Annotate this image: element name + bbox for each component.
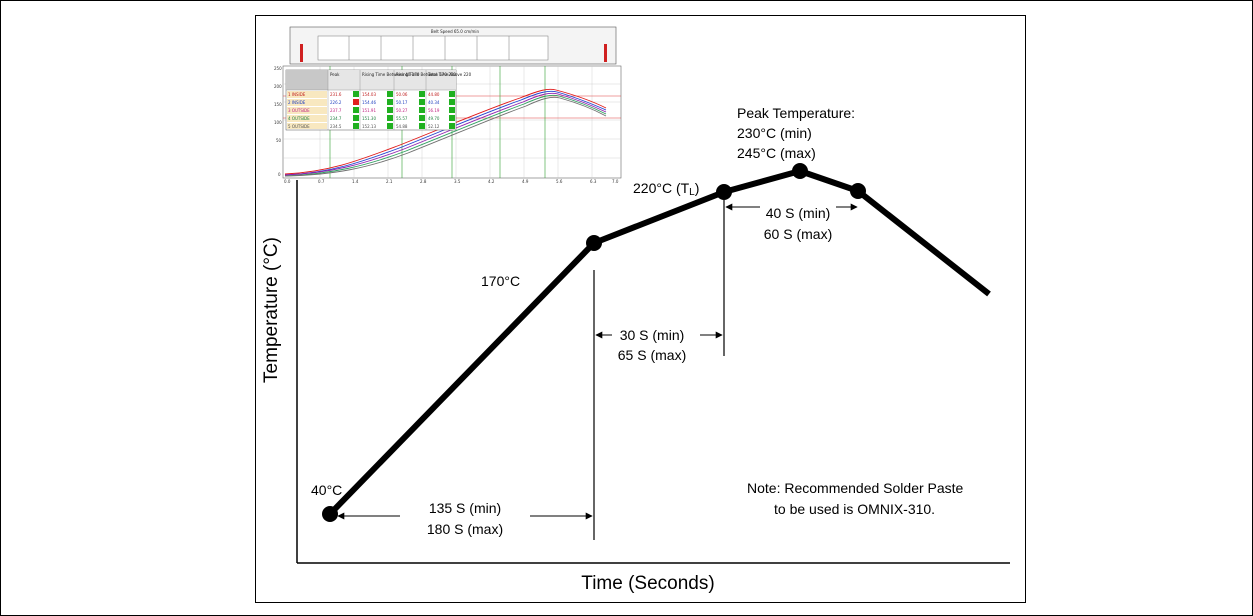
inset-row-rise2: 54.88 [396,124,408,129]
inset-row-name: 1 INSIDE [288,92,306,97]
inset-row-total: 49.70 [428,116,440,121]
note-line-2: to be used is OMNIX-310. [774,501,935,517]
inset-ytick: 100 [274,120,282,125]
inset-xtick: 5.6 [556,179,563,184]
inset-row-name: 4 OUTSIDE [288,116,310,121]
inset-row-rise2: 50.17 [396,100,408,105]
oven-zones [317,35,549,61]
inset-ytick: 250 [274,66,282,71]
inset-title: Belt Speed 65.0 cm/min [431,29,480,34]
inset-header-peak: Peak [330,72,340,77]
peak-temp-min: 230°C (min) [737,125,812,141]
inset-ytick: 150 [274,102,282,107]
inset-row-name: 2 INSIDE [288,100,306,105]
inset-ytick: 50 [276,138,282,143]
inset-row-peak: 237.7 [330,108,342,113]
inset-row-peak: 234.7 [330,116,342,121]
inset-row-rise1: 151.91 [362,108,376,113]
preheat-min-label: 135 S (min) [429,500,501,516]
inset-row-rise1: 151.30 [362,116,376,121]
preheat-max-label: 180 S (max) [427,521,503,537]
inset-xtick: 4.9 [522,179,529,184]
inset-header-total: Total Time Above 220 [427,72,472,77]
inset-row-rise2: 55.57 [396,116,408,121]
inset-row-name: 3 OUTSIDE [288,108,310,113]
diagram-frame [255,15,1026,603]
inset-xtick: 6.3 [590,179,597,184]
profile-point-start [322,506,338,522]
inset-xtick: 0.0 [284,179,291,184]
soak-min-label: 30 S (min) [620,327,685,343]
y-axis-title: Temperature (°C) [261,237,282,383]
inset-row-total: 56.19 [428,108,440,113]
inset-row-rise1: 154.46 [362,100,376,105]
soak-temp-label: 170°C [481,273,520,289]
x-axis-title: Time (Seconds) [581,573,714,594]
inset-row-name: 5 OUTSIDE [288,124,310,129]
peak-temp-title: Peak Temperature: [737,105,855,121]
profile-point-peak [792,163,808,179]
inset-ytick: 0 [278,172,281,177]
inset-row-peak: 226.2 [330,100,342,105]
inset-xtick: 2.8 [420,179,427,184]
inset-xtick: 4.2 [488,179,495,184]
inset-row-rise2: 50.06 [396,92,408,97]
profile-point-liquidus-down [850,183,866,199]
profile-point-liquidus [716,184,732,200]
inset-header-rise2: Rising Time Between 170-220 [396,72,456,77]
soak-max-label: 65 S (max) [618,347,686,363]
inset-xtick: 1.4 [352,179,359,184]
reflow-profile-line [327,168,991,517]
inset-row-peak: 234.5 [330,124,342,129]
inset-row-total: 40.34 [428,100,440,105]
above-liquidus-max-label: 60 S (max) [764,226,832,242]
peak-temp-max: 245°C (max) [737,145,816,161]
inset-table: Peak Rising Time Between 40-170 Rising T… [285,69,472,131]
inset-ytick: 200 [274,84,282,89]
profile-point-soak [586,235,602,251]
above-liquidus-min-label: 40 S (min) [766,205,831,221]
inset-row-rise2: 50.27 [396,108,408,113]
inset-row-total: 52.12 [428,124,440,129]
oven-profile-inset: Belt Speed 65.0 cm/min [274,26,622,184]
inset-header-rise1: Rising Time Between 40-170 [362,72,420,77]
liquidus-temp-label: 220°C (TL) [633,180,699,198]
inset-row-total: 44.80 [428,92,440,97]
inset-xtick: 0.7 [318,179,325,184]
inset-xtick: 3.5 [454,179,461,184]
inset-row-rise1: 154.03 [362,92,376,97]
start-temp-label: 40°C [311,482,342,498]
inset-xtick: 2.1 [386,179,393,184]
inset-row-peak: 231.6 [330,92,342,97]
note-line-1: Note: Recommended Solder Paste [747,480,964,496]
inset-row-rise1: 152.13 [362,124,376,129]
inset-xtick: 7.0 [612,179,619,184]
